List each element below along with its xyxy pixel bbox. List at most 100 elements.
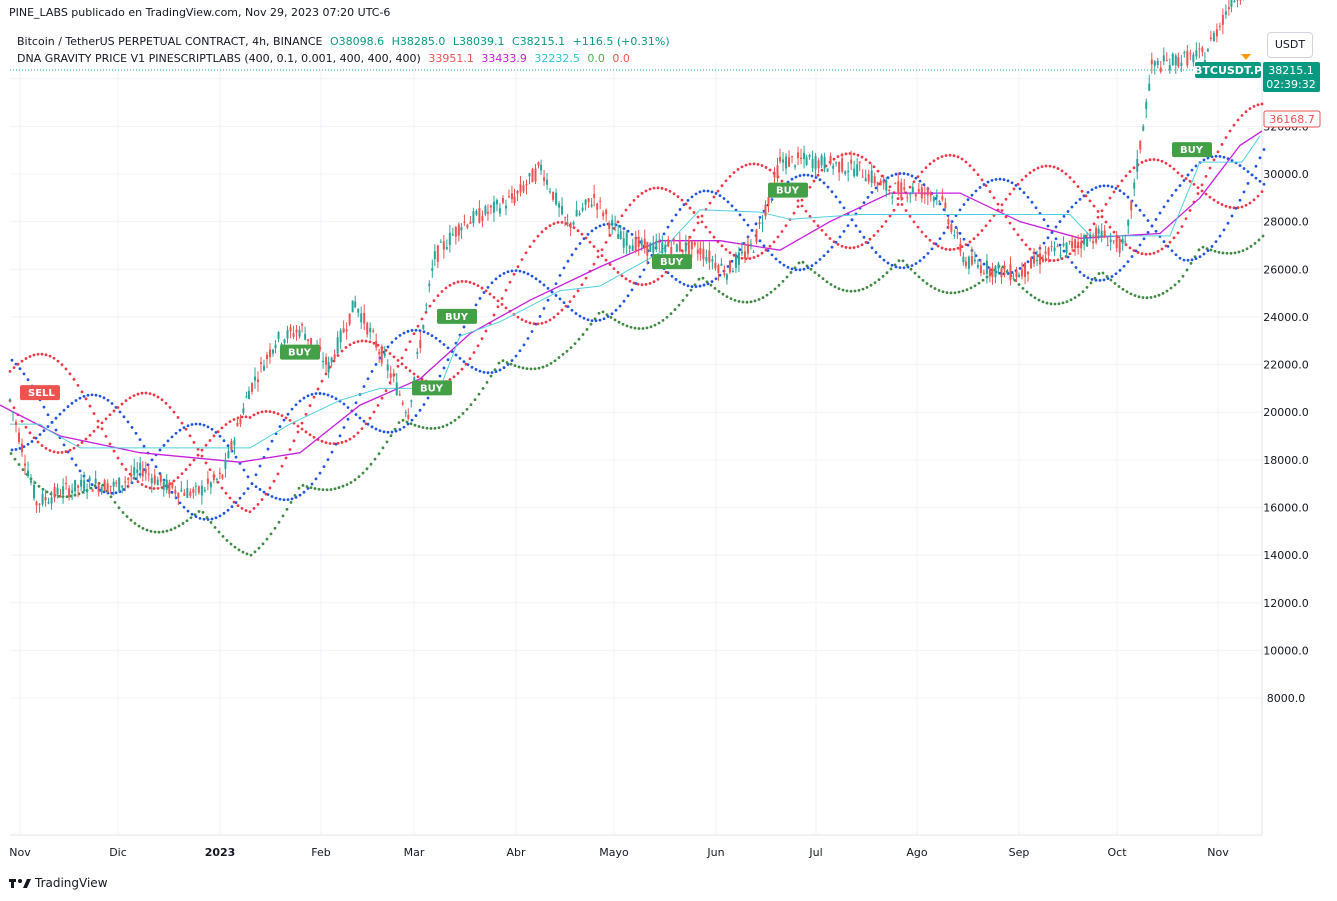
candle-body: [41, 493, 44, 505]
wave-dot-red: [196, 447, 200, 451]
wave-dot-blue: [278, 425, 282, 428]
candle-body: [711, 259, 714, 262]
wave-dot-red: [1004, 215, 1008, 219]
candle-body: [194, 485, 197, 487]
wave-dot-blue: [74, 463, 78, 467]
wave-dot-blue: [842, 206, 846, 210]
candle-body: [906, 197, 909, 199]
candle-body: [162, 481, 165, 490]
wave-dot-green: [881, 274, 885, 278]
candle-body: [115, 482, 118, 484]
wave-dot-blue: [194, 515, 198, 519]
price-marker-icon: [1241, 54, 1251, 60]
candle-body: [870, 170, 873, 184]
wave-dot-blue: [486, 371, 490, 375]
candle-body: [720, 263, 723, 266]
candle-body: [602, 212, 605, 217]
wave-dot-green: [1129, 292, 1133, 296]
wave-dot-blue: [98, 394, 102, 398]
wave-dot-green: [1161, 291, 1165, 295]
candle-body: [513, 196, 516, 204]
wave-dot-blue: [342, 426, 346, 429]
candle-body: [419, 340, 422, 349]
wave-dot-red: [592, 262, 596, 266]
wave-dot-green: [1069, 298, 1073, 302]
wave-dot-green: [129, 518, 133, 522]
wave-dot-green: [633, 326, 637, 330]
wave-dot-blue: [962, 203, 966, 206]
wave-dot-red: [728, 174, 732, 178]
y-tick-label: 18000.0: [1263, 454, 1309, 467]
wave-dot-red: [200, 448, 204, 452]
wave-dot-blue: [218, 514, 222, 518]
wave-dot-red: [1092, 204, 1096, 208]
wave-dot-green: [241, 550, 245, 554]
wave-dot-red: [720, 244, 724, 248]
wave-dot-blue: [958, 231, 962, 235]
wave-dot-blue: [358, 416, 362, 420]
wave-dot-blue: [362, 419, 366, 423]
wave-dot-green: [349, 481, 353, 484]
wave-dot-blue: [1054, 225, 1058, 229]
ohlc-change: +116.5 (+0.31%): [572, 35, 670, 48]
wave-dot-blue: [1138, 208, 1142, 212]
wave-dot-blue: [1110, 185, 1114, 189]
wave-dot-blue: [1242, 167, 1246, 170]
price-candles: [9, 0, 1244, 513]
wave-dot-blue: [1126, 195, 1130, 199]
wave-dot-red: [256, 502, 260, 506]
wave-dot-red: [60, 363, 64, 367]
wave-dot-green: [413, 423, 417, 427]
wave-dot-red: [116, 406, 120, 409]
wave-dot-blue: [986, 180, 990, 184]
wave-dot-blue: [1050, 230, 1054, 234]
wave-dot-blue: [1018, 187, 1022, 191]
wave-dot-red: [192, 458, 196, 462]
candle-body: [587, 198, 590, 203]
wave-dot-blue: [374, 427, 378, 431]
wave-dot-blue: [254, 485, 258, 489]
candle-body: [982, 272, 985, 274]
wave-dot-red: [636, 195, 640, 198]
candle-body: [425, 304, 428, 306]
candle-body: [1159, 67, 1162, 72]
wave-dot-blue: [798, 174, 802, 178]
wave-dot-blue: [414, 414, 418, 417]
wave-dot-blue: [694, 192, 698, 196]
wave-dot-red: [1156, 250, 1160, 253]
wave-dot-green: [813, 271, 817, 274]
currency-button[interactable]: USDT: [1267, 32, 1313, 58]
wave-dot-red: [1068, 252, 1072, 256]
candle-body: [672, 238, 675, 241]
tradingview-logo[interactable]: TradingView: [9, 876, 108, 890]
candle-body: [516, 190, 519, 194]
wave-dot-red: [828, 237, 832, 240]
wave-dot-red: [492, 295, 496, 299]
wave-dot-blue: [702, 189, 706, 193]
wave-dot-blue: [438, 374, 442, 378]
wave-dot-blue: [918, 259, 922, 263]
candle-body: [472, 211, 475, 224]
wave-dot-red: [348, 437, 352, 441]
grid: [10, 62, 1263, 836]
wave-dot-red: [1088, 228, 1092, 232]
wave-dot-red: [1112, 230, 1116, 234]
wave-dot-red: [412, 372, 416, 376]
wave-dot-blue: [166, 439, 170, 443]
wave-dot-blue: [1078, 197, 1082, 201]
signal-label: BUY: [445, 312, 469, 323]
wave-dot-green: [353, 478, 357, 482]
candle-body: [35, 501, 38, 506]
wave-dot-red: [1240, 114, 1244, 117]
wave-dot-red: [292, 439, 296, 443]
wave-dot-blue: [718, 194, 722, 198]
wave-dot-red: [1116, 184, 1120, 188]
wave-dot-red: [868, 237, 872, 241]
wave-dot-blue: [346, 406, 350, 409]
candle-body: [80, 479, 83, 487]
wave-dot-blue: [1154, 229, 1158, 233]
wave-dot-red: [580, 232, 584, 236]
wave-dot-red: [660, 274, 664, 278]
candle-body: [1145, 102, 1148, 109]
